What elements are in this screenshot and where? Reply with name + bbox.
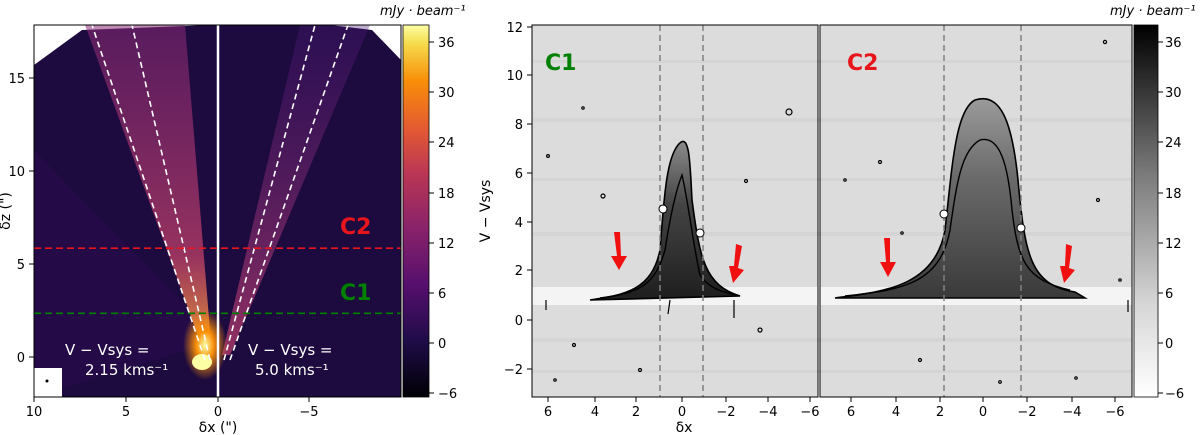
cone-edge-2 [131,25,211,361]
pv-y-tick: 0 [515,314,523,329]
cone-edge-3 [223,25,316,361]
left-colorbar: 36 30 24 18 12 6 0 −6 mJy · beam⁻¹ [380,4,466,402]
pv-c2-marker [1016,223,1026,233]
pv-c2-contour [844,138,1071,297]
pv-x-tick: −6 [800,405,819,420]
pv-c2-emission [834,97,1088,299]
cone-edge-1 [91,25,206,361]
velocity-right-line2: 5.0 kms⁻¹ [255,361,329,379]
left-cbar-tick: 30 [438,86,455,101]
cut-label-c2: C2 [340,215,371,240]
pv-cbar-tick: −6 [1165,387,1184,402]
velocity-right-line1: V − Vsys = [248,341,332,359]
left-x-label: δx (") [199,420,238,435]
pv-x-tick: 2 [936,405,944,420]
pv-y-axis: 12 10 8 6 4 2 0 −2 V − Vsys [478,21,532,378]
pv-x-tick: −2 [1017,405,1036,420]
pv-c2-marker [939,209,949,219]
pv-cbar-tick: 18 [1165,187,1182,202]
left-x-tick: −5 [299,405,318,420]
pv-y-tick: 6 [515,167,523,182]
left-x-axis: 10 5 0 −5 δx (") [26,397,319,435]
pv-cbar-tick: 6 [1165,287,1173,302]
pv-c1-marker [695,228,705,238]
pv-cbar-unit: mJy · beam⁻¹ [1110,4,1196,19]
pv-c1-label: C1 [545,51,576,76]
pv-arrows [611,232,1075,283]
left-cbar-tick: 12 [438,237,455,252]
left-y-label: δz (") [0,192,14,230]
left-cbar-tick: 6 [438,287,446,302]
pv-x-tick: −4 [758,405,777,420]
arrow-c1-right [729,244,744,283]
left-cbar-tick: 36 [438,36,455,51]
left-y-axis: 0 5 10 15 δz (") [0,72,34,366]
pv-x-tick: −2 [716,405,735,420]
pv-c1-marker [658,204,668,214]
pv-x-tick: −6 [1105,405,1124,420]
pv-x-tick: 0 [979,405,987,420]
left-y-tick: 10 [8,165,25,180]
pv-y-tick: −2 [504,363,523,378]
cone-edge-4 [229,25,349,361]
core-peak [192,354,212,370]
left-cbar-tick: 24 [438,136,455,151]
left-panel: C2 C1 V − Vsys = 2.15 kms⁻¹ V − Vsys = 5… [0,4,466,435]
beam-marker [45,379,49,383]
pv-panels: C1 C2 12 10 8 6 4 2 0 −2 V − Vsys [478,4,1196,435]
left-cbar-unit: mJy · beam⁻¹ [380,4,466,19]
pv-y-tick: 12 [506,21,523,36]
arrow-c1-left [611,232,627,270]
pv-cbar-tick: 12 [1165,237,1182,252]
cut-label-c1: C1 [340,281,371,306]
map-shade [34,150,220,397]
outflow-cone-right [222,25,370,355]
velocity-left-line1: V − Vsys = [65,341,149,359]
pv-y-tick: 10 [506,69,523,84]
pv-x-tick: 6 [544,405,552,420]
left-cbar-tick: 0 [438,337,446,352]
left-x-tick: 0 [214,405,222,420]
left-y-tick: 5 [17,258,25,273]
left-x-tick: 10 [26,405,43,420]
left-y-tick: 15 [8,72,25,87]
pv-x-axis: 6 4 2 0 −4 −6 −2 6 4 2 0 −2 −4 −6 δx [544,397,1125,435]
pv-cbar-tick: 36 [1165,36,1182,51]
pv-x-tick: −4 [1062,405,1081,420]
pv-y-tick: 8 [515,118,523,133]
left-y-tick: 0 [17,351,25,366]
pv-x-tick: 4 [892,405,900,420]
pv-y-tick: 4 [515,216,523,231]
pv-colorbar: 36 30 24 18 12 6 0 −6 mJy · beam⁻¹ [1110,4,1196,402]
arrow-c2-left [880,238,896,277]
pv-x-tick: 2 [632,405,640,420]
pv-x-tick: 0 [678,405,686,420]
pv-x-tick: 6 [847,405,855,420]
noise-contours [545,39,1129,384]
pv-c2-label: C2 [847,51,878,76]
pv-cbar-tick: 24 [1165,136,1182,151]
pv-cbar-tick: 0 [1165,337,1173,352]
pv-c1-contour [599,172,736,299]
pv-y-label: V − Vsys [478,180,494,243]
left-cbar-tick: 18 [438,187,455,202]
outflow-cone-left [85,25,212,355]
velocity-left-line2: 2.15 kms⁻¹ [85,361,168,379]
pv-cbar-tick: 30 [1165,86,1182,101]
pv-x-label: δx [676,420,693,435]
pv-y-tick: 2 [515,264,523,279]
arrow-c2-right [1060,244,1075,283]
beam-box [34,368,62,397]
left-cbar-tick: −6 [438,387,457,402]
left-x-tick: 5 [122,405,130,420]
pv-x-tick: 4 [591,405,599,420]
